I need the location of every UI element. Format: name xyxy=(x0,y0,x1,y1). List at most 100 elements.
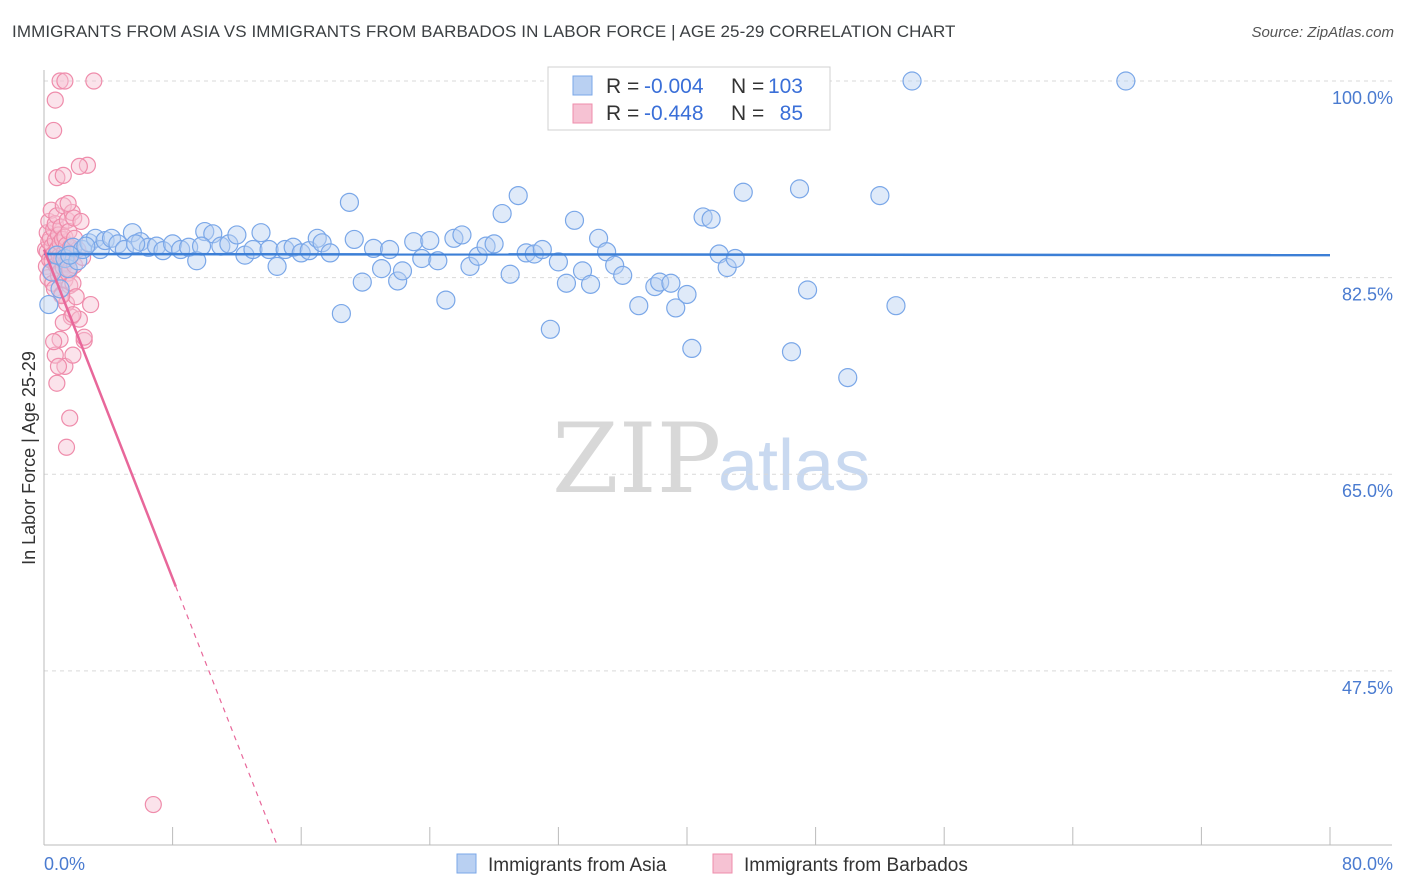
asia-point-43 xyxy=(339,192,360,212)
asia-point-0 xyxy=(39,294,59,315)
asia-point-34 xyxy=(267,256,287,276)
barbados-point-80 xyxy=(70,157,88,175)
asia-trend-line xyxy=(43,252,1331,257)
barbados-point-53 xyxy=(67,288,85,306)
barbados-point-73 xyxy=(57,438,76,456)
asia-point-83 xyxy=(677,284,697,305)
barbados-point-66 xyxy=(85,72,103,90)
asia-point-65 xyxy=(516,243,536,263)
asia-point-94 xyxy=(838,368,858,388)
asia-point-32 xyxy=(251,223,271,243)
asia-point-47 xyxy=(371,259,392,279)
asia-point-69 xyxy=(548,252,569,272)
barbados-point-64 xyxy=(51,72,69,90)
asia-point-81 xyxy=(661,273,681,293)
asia-point-82 xyxy=(666,298,686,318)
asia-point-97 xyxy=(902,71,922,91)
watermark: ZIP atlas xyxy=(552,403,870,515)
asia-point-91 xyxy=(781,342,802,362)
asia-point-51 xyxy=(404,232,424,252)
asia-point-90 xyxy=(733,182,753,202)
barbados-point-72 xyxy=(51,330,69,349)
x-tick-label-0: 0.0% xyxy=(44,854,85,874)
barbados-point-62 xyxy=(45,121,63,140)
asia-point-61 xyxy=(484,234,504,254)
series-legend-asia-label: Immigrants from Asia xyxy=(488,855,667,876)
stats-legend-asia-n-label: N = xyxy=(731,75,764,98)
trend-lines xyxy=(42,249,1331,846)
asia-point-31 xyxy=(243,239,263,260)
y-tick-label-2: 65.0% xyxy=(1342,481,1393,501)
asia-point-59 xyxy=(468,246,488,266)
asia-point-70 xyxy=(556,273,577,293)
asia-point-93 xyxy=(797,280,818,300)
series-legend: Immigrants from Asia Immigrants from Bar… xyxy=(456,853,968,876)
barbados-point-28 xyxy=(52,218,70,236)
asia-point-89 xyxy=(725,248,745,269)
series-legend-barbados-swatch xyxy=(712,853,733,874)
stats-legend-asia-r: -0.004 xyxy=(644,75,704,98)
barbados-point-60 xyxy=(48,169,66,187)
y-tick-label-1: 82.5% xyxy=(1342,285,1393,305)
watermark-atlas: atlas xyxy=(718,426,870,506)
series-legend-asia-swatch xyxy=(456,853,477,874)
asia-point-86 xyxy=(701,209,721,229)
asia-point-50 xyxy=(392,261,413,281)
barbados-point-71 xyxy=(46,346,64,364)
asia-point-68 xyxy=(540,319,560,339)
asia-point-57 xyxy=(452,225,472,245)
asia-point-98 xyxy=(1116,71,1136,91)
barbados-point-61 xyxy=(54,166,72,184)
stats-legend-asia-r-label: R = xyxy=(606,75,639,98)
stats-legend: R = -0.004 N = 103 R = -0.448 N = 85 xyxy=(547,66,831,131)
asia-point-85 xyxy=(693,207,713,227)
asia-point-53 xyxy=(420,230,440,251)
barbados-trend-line-extrapolated xyxy=(175,586,278,846)
asia-point-67 xyxy=(532,239,552,260)
stats-legend-barbados-swatch xyxy=(572,103,593,124)
barbados-points xyxy=(37,72,162,814)
watermark-zip: ZIP xyxy=(552,403,721,515)
asia-point-46 xyxy=(363,238,384,259)
asia-point-100 xyxy=(76,236,96,256)
stats-legend-barbados-r: -0.448 xyxy=(644,102,704,125)
barbados-point-70 xyxy=(48,374,66,392)
asia-points xyxy=(39,71,1136,388)
y-tick-label-3: 47.5% xyxy=(1342,678,1393,698)
barbados-point-81 xyxy=(49,357,68,375)
asia-point-64 xyxy=(508,186,528,206)
asia-point-102 xyxy=(191,236,212,256)
asia-point-92 xyxy=(789,179,810,199)
barbados-point-65 xyxy=(56,72,74,90)
asia-point-63 xyxy=(500,264,520,284)
stats-legend-asia-n: 103 xyxy=(768,75,803,98)
chart-source: Source: ZipAtlas.com xyxy=(1251,24,1394,41)
asia-point-78 xyxy=(629,296,649,316)
asia-point-44 xyxy=(344,229,364,250)
asia-point-84 xyxy=(682,338,702,358)
asia-point-76 xyxy=(605,255,625,275)
asia-point-62 xyxy=(492,203,512,224)
asia-point-95 xyxy=(870,186,890,206)
stats-legend-asia-swatch xyxy=(572,75,593,96)
barbados-point-56 xyxy=(72,212,90,231)
asia-point-42 xyxy=(331,303,351,324)
axes xyxy=(43,70,1392,846)
asia-point-24 xyxy=(187,251,207,271)
series-legend-barbados-label: Immigrants from Barbados xyxy=(744,855,968,876)
barbados-trend-line xyxy=(42,249,177,588)
stats-legend-barbados-r-label: R = xyxy=(606,102,639,125)
asia-point-29 xyxy=(227,225,247,245)
x-tick-label-1: 80.0% xyxy=(1342,854,1393,874)
asia-point-48 xyxy=(380,239,400,260)
barbados-point-82 xyxy=(144,795,162,814)
asia-point-33 xyxy=(259,239,279,260)
asia-point-55 xyxy=(436,290,456,310)
barbados-point-75 xyxy=(64,346,82,364)
asia-point-101 xyxy=(126,234,146,254)
asia-point-41 xyxy=(320,243,340,263)
asia-point-71 xyxy=(564,210,585,230)
asia-point-49 xyxy=(388,271,408,291)
stats-legend-barbados-n: 85 xyxy=(780,102,803,125)
